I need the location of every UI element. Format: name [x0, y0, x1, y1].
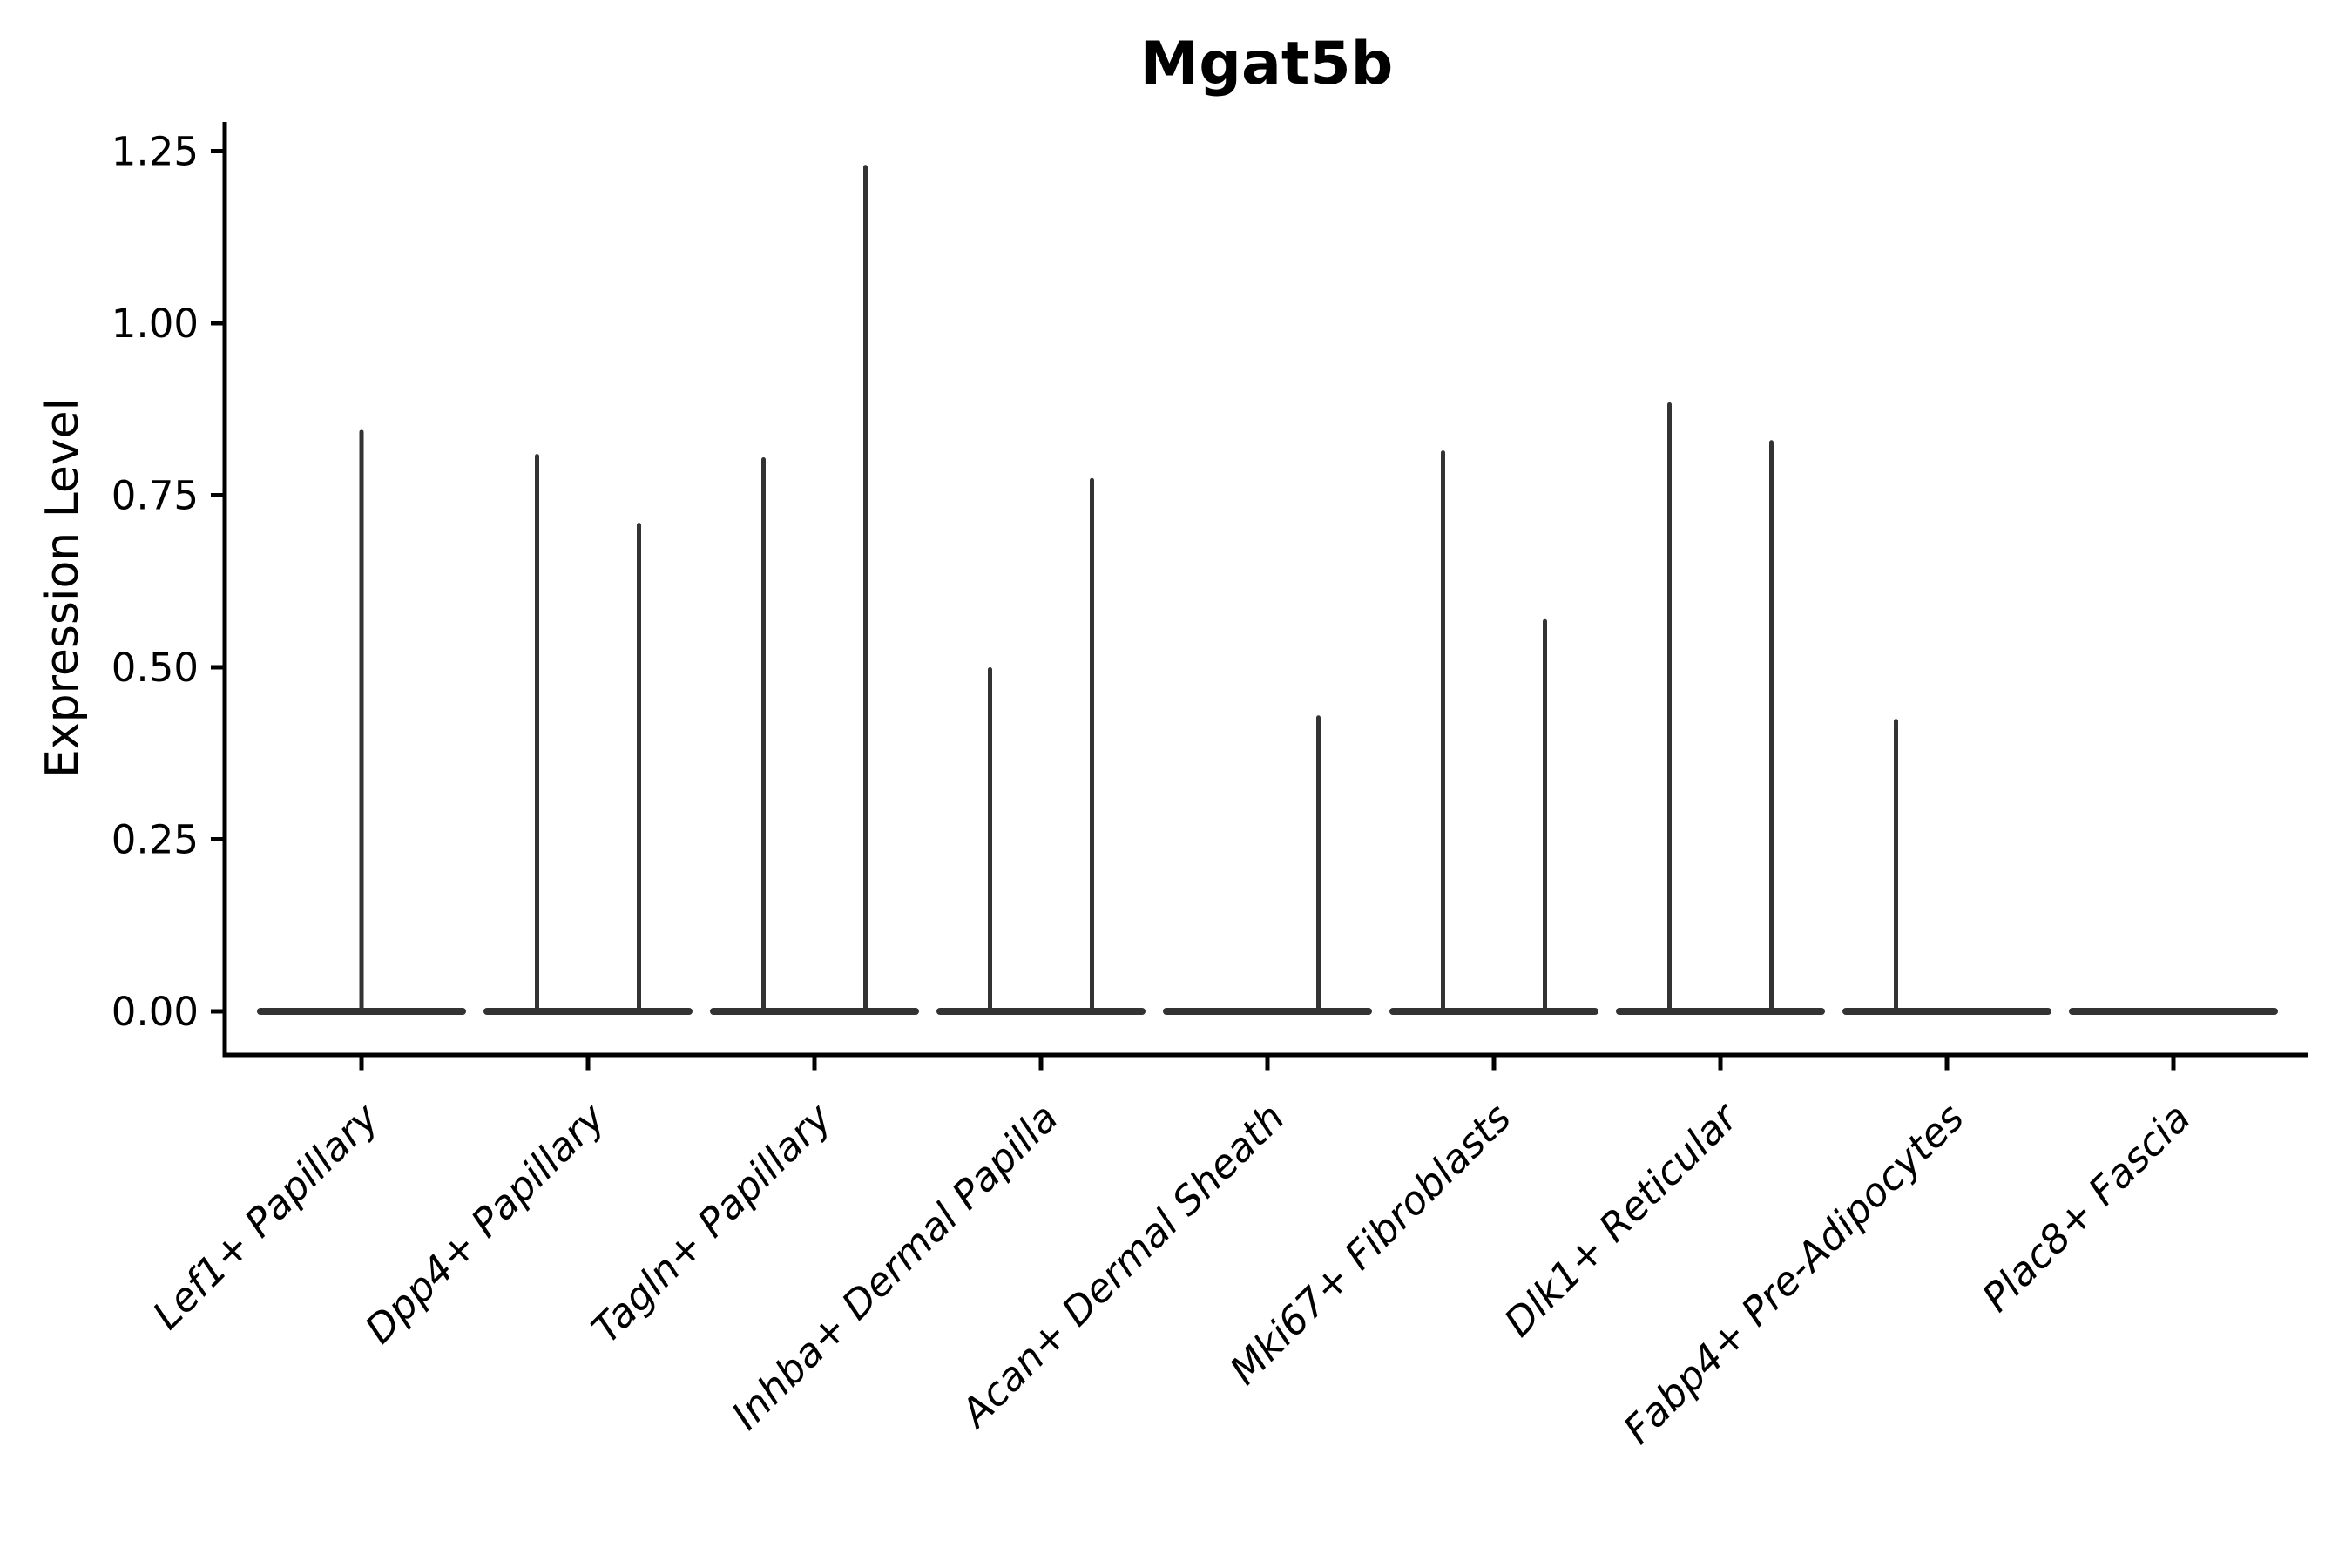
violin-spike — [761, 457, 766, 1011]
y-tick-label: 0.50 — [112, 645, 199, 691]
violin-base — [1616, 1008, 1825, 1015]
violin-spike — [1090, 477, 1094, 1011]
violin-spike — [988, 667, 992, 1011]
violin-base — [936, 1008, 1146, 1015]
violin-base — [1842, 1008, 2051, 1015]
axes-spines — [222, 122, 2308, 1058]
x-tick-label: Lef1+ Papillary — [144, 1093, 389, 1338]
violin-base — [1163, 1008, 1372, 1015]
x-tick-label: Plac8+ Fascia — [1973, 1094, 2200, 1321]
y-tick-label: 0.75 — [112, 473, 199, 519]
violin-spike — [1543, 618, 1547, 1011]
violin-spike — [1769, 440, 1774, 1011]
violin-base — [2069, 1008, 2278, 1015]
y-tick-label: 0.00 — [112, 989, 199, 1035]
violin-spike — [535, 454, 539, 1011]
violin-spike — [1667, 402, 1672, 1012]
violin-spike — [637, 523, 641, 1011]
y-axis-title: Expression Level — [37, 397, 89, 779]
x-tick-label: Dlk1+ Reticular — [1495, 1093, 1747, 1346]
violin-spike — [1894, 719, 1898, 1011]
chart-title: Mgat5b — [1139, 30, 1394, 98]
y-tick-label: 1.25 — [112, 129, 199, 175]
violin-base — [1389, 1008, 1598, 1015]
x-tick-label: Tagln+ Papillary — [583, 1093, 841, 1352]
violin-spike — [1441, 450, 1445, 1011]
violin-base — [483, 1008, 693, 1015]
y-tick-label: 0.25 — [112, 817, 199, 863]
violin-spike — [359, 429, 364, 1011]
y-tick-label: 1.00 — [112, 301, 199, 347]
violin-base — [710, 1008, 919, 1015]
violin-spike — [1316, 715, 1321, 1011]
violin-spike — [863, 165, 868, 1012]
x-tick-label: Dpp4+ Papillary — [356, 1093, 615, 1352]
